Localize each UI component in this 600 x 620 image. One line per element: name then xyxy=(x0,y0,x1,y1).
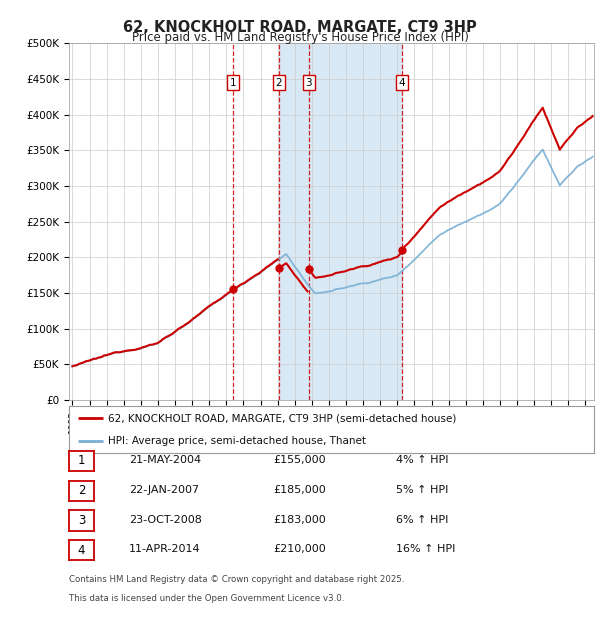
Text: 21-MAY-2004: 21-MAY-2004 xyxy=(129,455,201,465)
Text: 4% ↑ HPI: 4% ↑ HPI xyxy=(396,455,449,465)
Text: 4: 4 xyxy=(78,544,85,557)
Text: 62, KNOCKHOLT ROAD, MARGATE, CT9 3HP (semi-detached house): 62, KNOCKHOLT ROAD, MARGATE, CT9 3HP (se… xyxy=(109,413,457,423)
Text: £210,000: £210,000 xyxy=(273,544,326,554)
Text: This data is licensed under the Open Government Licence v3.0.: This data is licensed under the Open Gov… xyxy=(69,593,344,603)
Text: 4: 4 xyxy=(399,78,406,87)
Text: Price paid vs. HM Land Registry's House Price Index (HPI): Price paid vs. HM Land Registry's House … xyxy=(131,31,469,44)
Text: 2: 2 xyxy=(275,78,282,87)
Bar xyxy=(278,43,402,400)
Text: Contains HM Land Registry data © Crown copyright and database right 2025.: Contains HM Land Registry data © Crown c… xyxy=(69,575,404,584)
Text: 6% ↑ HPI: 6% ↑ HPI xyxy=(396,515,448,525)
Text: 2: 2 xyxy=(78,484,85,497)
Text: 22-JAN-2007: 22-JAN-2007 xyxy=(129,485,199,495)
Text: 62, KNOCKHOLT ROAD, MARGATE, CT9 3HP: 62, KNOCKHOLT ROAD, MARGATE, CT9 3HP xyxy=(123,20,477,35)
Text: 1: 1 xyxy=(230,78,236,87)
Text: HPI: Average price, semi-detached house, Thanet: HPI: Average price, semi-detached house,… xyxy=(109,435,367,446)
Text: 11-APR-2014: 11-APR-2014 xyxy=(129,544,200,554)
Text: 1: 1 xyxy=(78,454,85,467)
Text: 5% ↑ HPI: 5% ↑ HPI xyxy=(396,485,448,495)
Text: £183,000: £183,000 xyxy=(273,515,326,525)
Text: £155,000: £155,000 xyxy=(273,455,326,465)
Text: 23-OCT-2008: 23-OCT-2008 xyxy=(129,515,202,525)
Text: £185,000: £185,000 xyxy=(273,485,326,495)
Text: 16% ↑ HPI: 16% ↑ HPI xyxy=(396,544,455,554)
Text: 3: 3 xyxy=(78,514,85,527)
Text: 3: 3 xyxy=(305,78,312,87)
